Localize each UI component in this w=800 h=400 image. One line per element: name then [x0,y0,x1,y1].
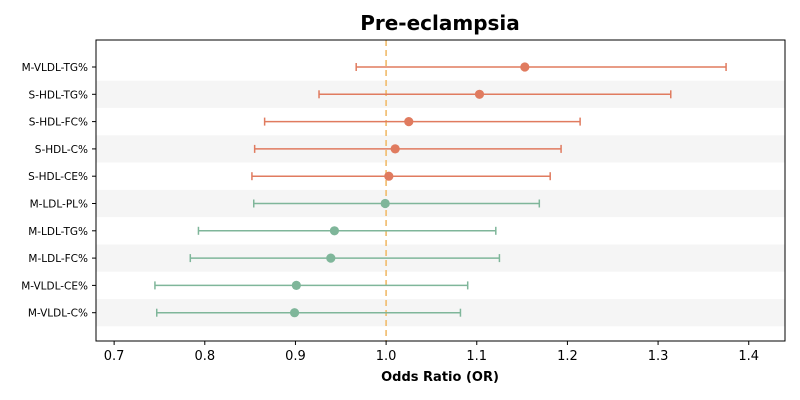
or-point [390,144,400,154]
or-point [384,171,394,181]
x-tick-label: 1.0 [376,349,397,364]
x-tick-label: 1.1 [466,349,487,364]
or-point [291,280,301,290]
x-tick-label: 0.7 [104,349,125,364]
or-point [474,89,485,99]
y-tick-label: M-LDL-FC% [28,253,88,265]
y-tick-label: S-HDL-CE% [28,171,88,183]
or-point [380,198,390,209]
chart-title: Pre-eclampsia [360,11,520,35]
y-tick-label: S-HDL-FC% [29,117,88,129]
or-point [520,62,530,72]
y-tick-label: S-HDL-C% [35,144,88,156]
plot-frame [95,39,786,342]
x-tick-label: 0.9 [285,349,306,364]
y-tick-label: M-VLDL-TG% [22,62,88,74]
x-axis-label: Odds Ratio (OR) [381,370,499,385]
y-tick-label: M-VLDL-C% [28,308,88,320]
x-tick-label: 1.3 [648,349,669,364]
or-point [289,308,300,318]
y-tick-label: M-LDL-TG% [28,226,88,238]
or-point [404,117,414,127]
or-point [326,253,336,263]
y-tick-label: M-VLDL-CE% [21,280,88,292]
x-tick-label: 1.4 [738,349,759,364]
y-tick-label: M-LDL-PL% [30,199,88,211]
x-tick-label: 1.2 [557,349,578,364]
x-tick-label: 0.8 [194,349,215,364]
or-point [329,226,340,236]
data-marks [154,62,727,318]
axes: M-VLDL-TG% S-HDL-TG% S-HDL-FC% S-HDL-C% S-HD… [21,39,786,364]
y-tick-label: S-HDL-TG% [29,89,88,101]
